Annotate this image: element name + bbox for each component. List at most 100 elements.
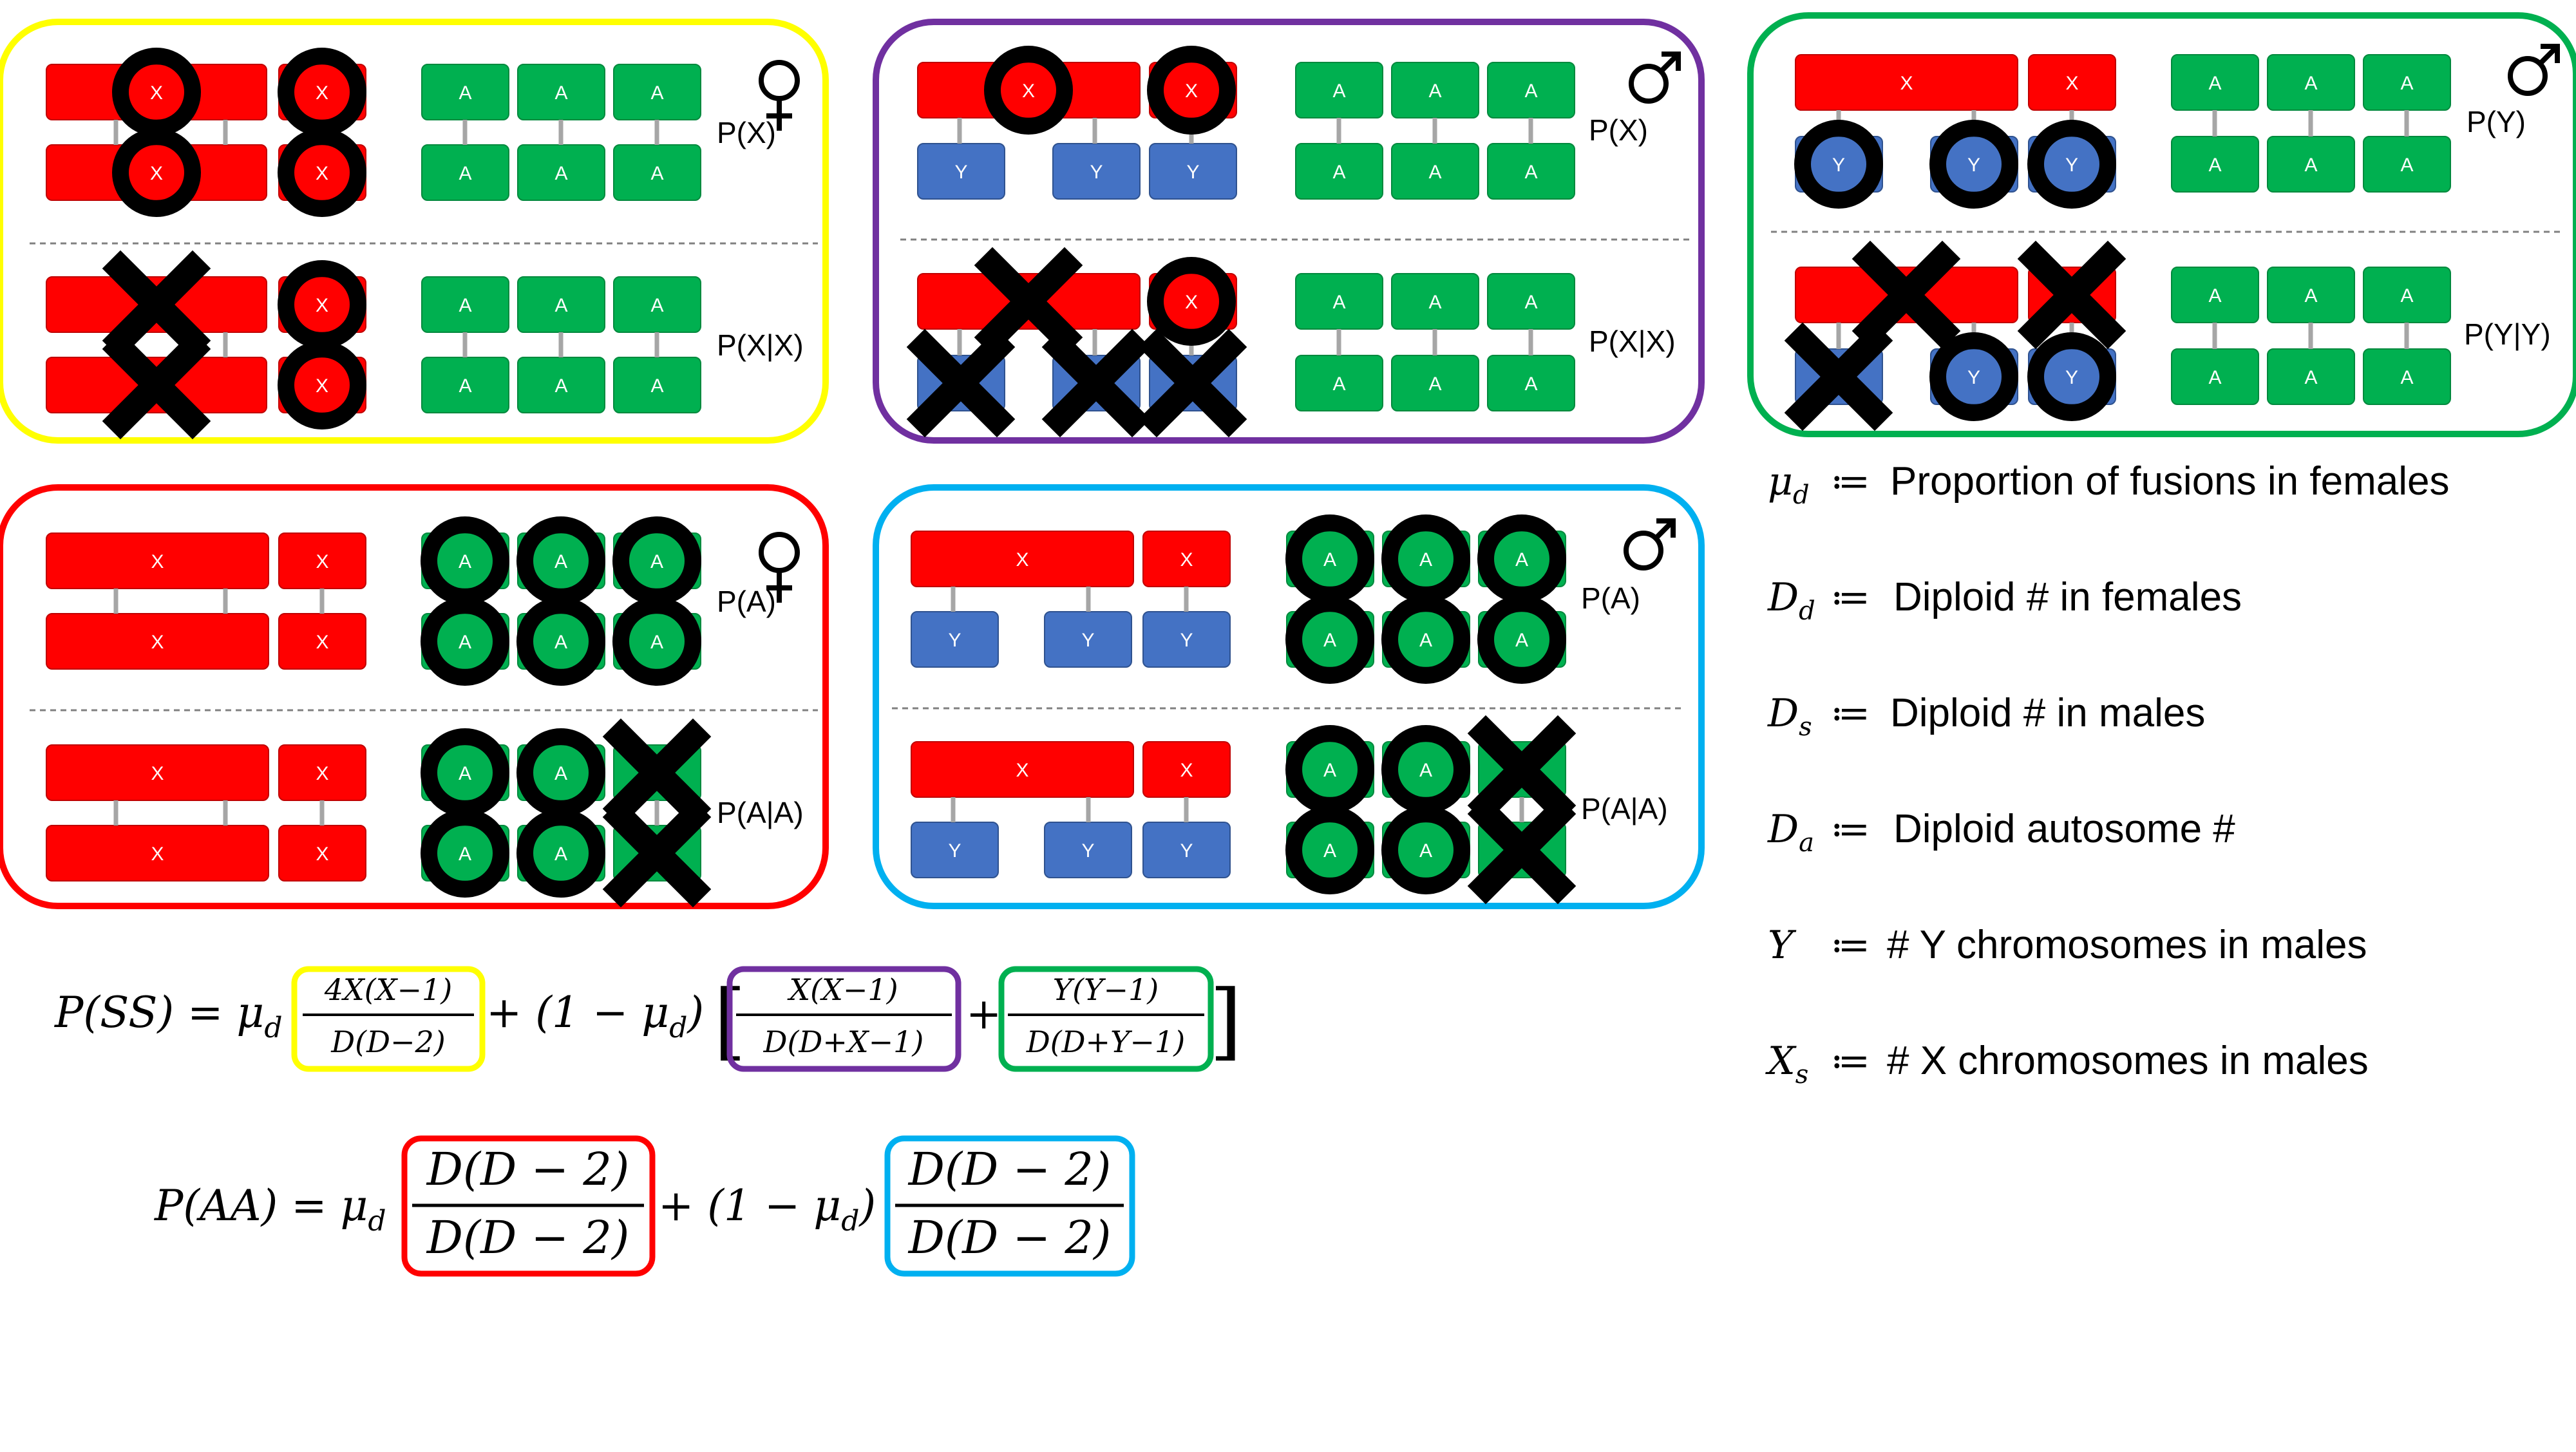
marker-layer: X X X X X X X X X Y Y Y Y Y A A A A A A A A A A A A A A A A A A A A bbox=[102, 46, 2126, 908]
definition-symbol: X bbox=[1765, 1039, 1797, 1084]
fused-chromosome-a bbox=[1311, 750, 1349, 789]
definition-text: Diploid autosome # bbox=[1893, 807, 2235, 851]
chromosome-letter: A bbox=[650, 163, 663, 184]
equation-aa-term-male bbox=[884, 1135, 1135, 1277]
chromosome-letter: A bbox=[2208, 367, 2221, 388]
definition-assign: ≔ bbox=[1830, 691, 1870, 736]
svg-text:Dd: Dd bbox=[1767, 575, 1815, 626]
chromosome-letter: A bbox=[554, 163, 567, 184]
chromosome-letter: A bbox=[2208, 155, 2221, 176]
chromosome-letter: A bbox=[2400, 367, 2413, 388]
chromosome-letter: A bbox=[2304, 285, 2317, 306]
definition-symbol: D bbox=[1767, 691, 1799, 736]
chromosome-letter: X bbox=[151, 551, 164, 572]
lost-x-mark bbox=[1784, 322, 1893, 431]
chromosome-letter: A bbox=[1323, 760, 1336, 781]
fusion-ring bbox=[1147, 257, 1236, 346]
definition-d-s: Ds ≔ Diploid # in males bbox=[1767, 691, 2205, 742]
lost-x-mark bbox=[2017, 240, 2126, 350]
chromosome-letter: X bbox=[316, 763, 328, 784]
fusion-ring bbox=[1381, 806, 1470, 894]
chromosome-letter: A bbox=[554, 844, 567, 865]
definition-d-a: Da ≔ Diploid autosome # bbox=[1767, 807, 2235, 858]
fused-chromosome-a bbox=[446, 753, 484, 792]
male-symbol-icon bbox=[2508, 44, 2560, 96]
panel-male-y-frame bbox=[1747, 12, 2576, 437]
chromosome-letter: A bbox=[1524, 292, 1537, 313]
panel-male-a-bottom-label: P(A|A) bbox=[1581, 792, 1668, 825]
fusion-ring bbox=[984, 46, 1073, 135]
chromosome-letter: A bbox=[459, 295, 471, 316]
definition-text: Proportion of fusions in females bbox=[1890, 459, 2449, 504]
male-symbol-icon bbox=[1629, 52, 1681, 104]
equation-p-aa: P(AA) = μd D(D − 2) D(D − 2) + (1 − μd) … bbox=[154, 1135, 1135, 1277]
chromosome-letter: A bbox=[1524, 162, 1537, 183]
chromosome-letter: A bbox=[2304, 155, 2317, 176]
definition-assign: ≔ bbox=[1830, 923, 1870, 968]
definition-symbol: D bbox=[1767, 575, 1799, 620]
chromosome-letter: A bbox=[1524, 373, 1537, 395]
lost-x-mark bbox=[1467, 795, 1577, 905]
lost-x-mark bbox=[1852, 240, 1961, 350]
equation-aa-term-female bbox=[401, 1135, 656, 1277]
chromosome-letter: A bbox=[1515, 630, 1528, 651]
fusion-ring bbox=[1929, 120, 2018, 209]
fused-chromosome-y bbox=[1955, 357, 1993, 396]
svg-text:Y: Y bbox=[1768, 923, 1797, 968]
panel-male-a-top-label: P(A) bbox=[1581, 581, 1640, 615]
chromosome-letter: A bbox=[1419, 760, 1432, 781]
chromosome-letter: X bbox=[316, 295, 328, 316]
chromosome-letter: Y bbox=[1081, 840, 1094, 862]
definition-d-d: Dd ≔ Diploid # in females bbox=[1767, 575, 2242, 626]
chromosome-letter: A bbox=[1332, 80, 1345, 102]
chromosome-letter: X bbox=[316, 82, 328, 104]
definition-x-s: Xs ≔ # X chromosomes in males bbox=[1765, 1039, 2369, 1089]
fusion-ring bbox=[516, 809, 605, 898]
chromosome-letter: Y bbox=[2065, 155, 2078, 176]
fusion-ring bbox=[112, 128, 201, 217]
chromosome-letter: A bbox=[2304, 73, 2317, 94]
chromosome-letter: A bbox=[2400, 285, 2413, 306]
fusion-ring bbox=[2027, 332, 2116, 421]
equation-ss-term-male-y bbox=[998, 966, 1214, 1072]
equation-ss-frac3-num: Y(Y−1) bbox=[1053, 972, 1159, 1007]
definition-text: Diploid # in females bbox=[1893, 575, 2242, 619]
chromosome-letter: X bbox=[1185, 80, 1198, 102]
male-symbol-icon bbox=[1624, 518, 1676, 570]
fusion-ring bbox=[516, 597, 605, 686]
fused-chromosome-a bbox=[1502, 540, 1541, 578]
chromosome-letter: X bbox=[1180, 760, 1193, 781]
chromosome-letter: X bbox=[2065, 73, 2078, 94]
chromosome-letter: A bbox=[459, 551, 471, 572]
equation-aa-mu-sub: d bbox=[368, 1205, 386, 1238]
definition-subscript: s bbox=[1799, 712, 1812, 742]
definition-subscript: s bbox=[1795, 1060, 1809, 1089]
fused-chromosome-a bbox=[1311, 540, 1349, 578]
chromosome-letter: Y bbox=[948, 840, 961, 862]
bracket-right: ] bbox=[1209, 972, 1242, 1070]
fusion-ring bbox=[2027, 120, 2116, 209]
fused-chromosome-a bbox=[542, 542, 580, 580]
chromosome-letter: A bbox=[650, 551, 663, 572]
equation-aa-one-minus-close: ) bbox=[858, 1181, 876, 1230]
chromosome-letter: A bbox=[2400, 155, 2413, 176]
chromosome-x bbox=[1795, 54, 2018, 111]
chromosome-letter: A bbox=[1428, 80, 1441, 102]
fused-chromosome-a bbox=[1406, 540, 1445, 578]
equation-aa-lhs: P(AA) = μ bbox=[154, 1181, 368, 1230]
panel-male-x-top-label: P(X) bbox=[1589, 113, 1648, 147]
chromosome-x bbox=[911, 741, 1134, 798]
chromosome-letter: Y bbox=[2065, 367, 2078, 388]
fusion-ring bbox=[1147, 46, 1236, 135]
fused-chromosome-a bbox=[1311, 620, 1349, 659]
equation-ss-frac1-num: 4X(X−1) bbox=[324, 972, 452, 1007]
definition-symbol: Y bbox=[1768, 923, 1797, 968]
chromosome-letter: X bbox=[316, 551, 328, 572]
chromosome-letter: A bbox=[650, 82, 663, 104]
fused-chromosome-a bbox=[638, 622, 676, 661]
chromosome-letter: X bbox=[316, 163, 328, 184]
definition-text: Diploid # in males bbox=[1890, 691, 2205, 735]
fusion-ring bbox=[1381, 595, 1470, 684]
chromosome-letter: X bbox=[1180, 549, 1193, 570]
fusion-ring bbox=[278, 341, 366, 429]
